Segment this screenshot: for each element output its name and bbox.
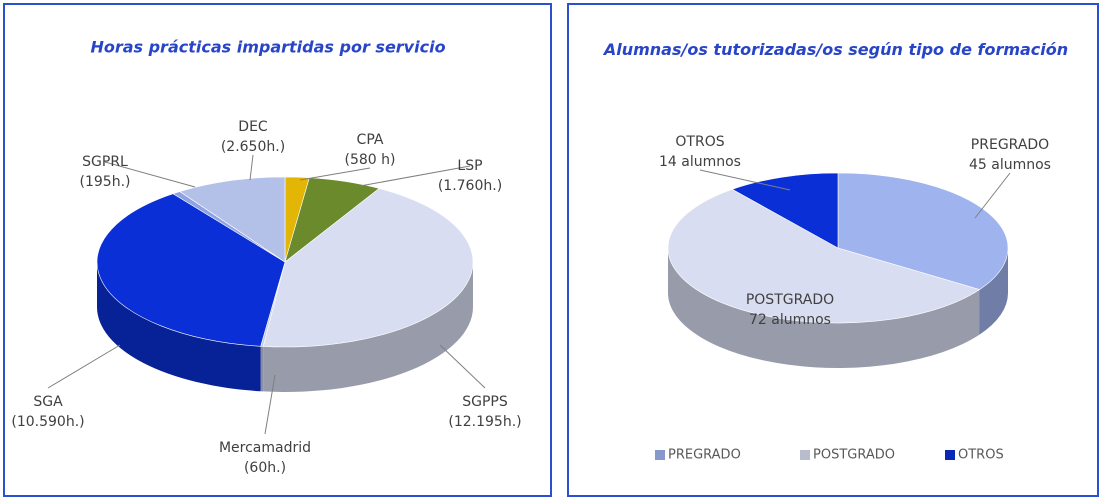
legend-label: POSTGRADO	[813, 448, 895, 463]
legend-swatch	[655, 450, 665, 460]
leader-line	[359, 165, 471, 187]
data-label-value: (2.650h.)	[221, 139, 285, 155]
leader-line	[264, 374, 276, 435]
data-label-name: SGA	[33, 394, 63, 410]
data-label-value: 45 alumnos	[969, 157, 1051, 173]
data-label-value: (60h.)	[244, 460, 286, 476]
data-label-name: POSTGRADO	[746, 292, 834, 308]
data-label-name: OTROS	[675, 134, 724, 150]
data-label-name: SGPPS	[462, 394, 508, 410]
leader-line	[699, 169, 791, 191]
slice-side	[97, 262, 261, 392]
legend-swatch	[945, 450, 955, 460]
title-line: Alumnas/os tutorizadas/os según tipo de …	[602, 40, 1068, 59]
data-label-value: (1.760h.)	[438, 178, 502, 194]
chart-title: Alumnas/os tutorizadas/os según tipo de …	[602, 40, 1068, 59]
legend-swatch	[800, 450, 810, 460]
slice	[667, 188, 981, 324]
slice	[731, 172, 839, 249]
data-label-name: DEC	[238, 119, 268, 135]
leader-line	[47, 344, 121, 389]
slice	[96, 193, 286, 347]
data-label-value: 72 alumnos	[749, 312, 831, 328]
leader-line	[104, 161, 196, 188]
data-label-value: (195h.)	[80, 174, 131, 190]
data-label-value: (12.195h.)	[448, 414, 521, 430]
slice-side	[263, 262, 473, 393]
slice	[179, 176, 286, 263]
slice-side	[668, 248, 980, 368]
data-label-value: 14 alumnos	[659, 154, 741, 170]
slice	[262, 188, 474, 348]
data-label-name: Mercamadrid	[219, 440, 311, 456]
data-label-value: (580 h)	[345, 152, 396, 168]
leader-line	[249, 154, 254, 181]
leader-line	[299, 167, 371, 181]
data-label-name: SGPRL	[82, 154, 128, 170]
legend-label: OTROS	[958, 448, 1004, 463]
slice-side	[260, 346, 264, 392]
chart-title: Horas prácticas impartidas por servicio	[90, 38, 445, 57]
leader-line	[974, 172, 1011, 219]
data-label-name: PREGRADO	[971, 137, 1049, 153]
leader-line	[439, 344, 486, 389]
data-label-name: LSP	[457, 158, 482, 174]
data-label-name: CPA	[357, 132, 384, 148]
legend-label: PREGRADO	[668, 448, 741, 463]
data-label-value: (10.590h.)	[11, 414, 84, 430]
